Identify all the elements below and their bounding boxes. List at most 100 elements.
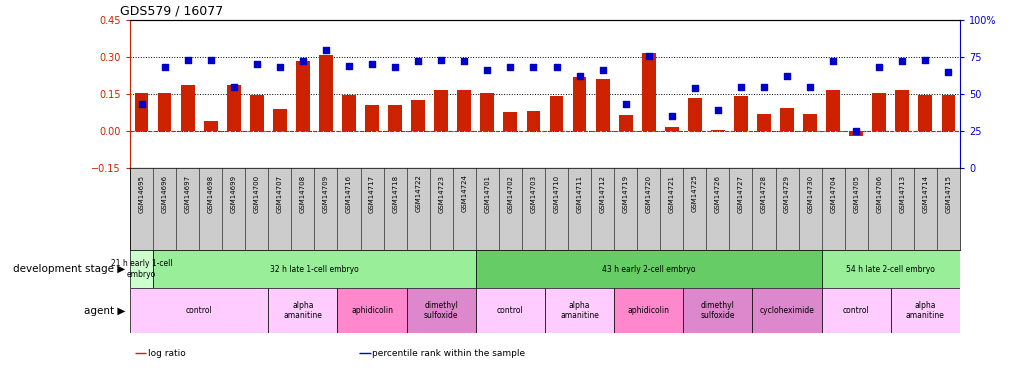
Bar: [756, 114, 770, 131]
Bar: [710, 130, 725, 131]
Text: GSM14717: GSM14717: [369, 174, 375, 213]
Text: GSM14706: GSM14706: [875, 174, 881, 213]
Point: [709, 107, 726, 113]
Bar: [129, 250, 153, 288]
Text: GSM14727: GSM14727: [738, 174, 743, 213]
Point: [847, 128, 863, 134]
Text: 54 h late 2-cell embryo: 54 h late 2-cell embryo: [846, 264, 934, 273]
Text: GSM14720: GSM14720: [645, 174, 651, 213]
Text: GSM14719: GSM14719: [622, 174, 628, 213]
Point: [686, 85, 702, 91]
Bar: [476, 250, 821, 288]
Text: cycloheximide: cycloheximide: [759, 306, 814, 315]
Point: [663, 113, 680, 119]
Point: [870, 64, 887, 70]
Point: [386, 64, 403, 70]
Text: GSM14699: GSM14699: [230, 174, 236, 213]
Bar: [752, 288, 821, 333]
Bar: [268, 288, 337, 333]
Text: 43 h early 2-cell embryo: 43 h early 2-cell embryo: [601, 264, 695, 273]
Text: control: control: [496, 306, 524, 315]
Text: GSM14708: GSM14708: [300, 174, 306, 213]
Bar: [526, 111, 540, 131]
Point: [249, 62, 265, 68]
Point: [203, 57, 219, 63]
Point: [340, 63, 357, 69]
Text: GSM14712: GSM14712: [599, 174, 605, 213]
Bar: [180, 86, 195, 131]
Text: GSM14697: GSM14697: [184, 174, 191, 213]
Bar: [595, 79, 609, 131]
Text: GDS579 / 16077: GDS579 / 16077: [120, 4, 223, 18]
Point: [318, 46, 334, 53]
Point: [433, 57, 449, 63]
Text: GSM14698: GSM14698: [208, 174, 214, 213]
Bar: [359, 352, 370, 353]
Point: [894, 58, 910, 64]
Text: GSM14718: GSM14718: [391, 174, 397, 213]
Bar: [544, 288, 613, 333]
Bar: [641, 53, 655, 131]
Point: [479, 68, 495, 74]
Text: aphidicolin: aphidicolin: [351, 306, 392, 315]
Point: [779, 73, 795, 79]
Point: [525, 64, 541, 70]
Text: GSM14703: GSM14703: [530, 174, 536, 213]
Text: alpha
amanitine: alpha amanitine: [905, 301, 944, 320]
Bar: [129, 288, 268, 333]
Bar: [734, 96, 747, 131]
Bar: [153, 250, 476, 288]
Bar: [549, 96, 562, 131]
Bar: [849, 131, 862, 136]
Text: GSM14729: GSM14729: [784, 174, 790, 213]
Text: control: control: [842, 306, 869, 315]
Text: log ratio: log ratio: [148, 348, 185, 357]
Bar: [319, 54, 332, 131]
Bar: [273, 109, 286, 131]
Point: [410, 58, 426, 64]
Point: [571, 73, 587, 79]
Text: GSM14722: GSM14722: [415, 174, 421, 212]
Point: [801, 84, 817, 90]
Bar: [337, 288, 407, 333]
Text: 21 h early 1-cell
embryo: 21 h early 1-cell embryo: [111, 259, 172, 279]
Text: GSM14723: GSM14723: [438, 174, 444, 213]
Bar: [135, 93, 149, 131]
Point: [271, 64, 287, 70]
Bar: [780, 108, 793, 131]
Text: aphidicolin: aphidicolin: [627, 306, 669, 315]
Bar: [480, 93, 494, 131]
Text: GSM14716: GSM14716: [345, 174, 352, 213]
Text: GSM14721: GSM14721: [668, 174, 675, 213]
Text: GSM14705: GSM14705: [853, 174, 858, 213]
Text: GSM14704: GSM14704: [829, 174, 836, 213]
Bar: [664, 127, 678, 131]
Bar: [411, 100, 425, 131]
Point: [640, 53, 656, 58]
Bar: [687, 98, 701, 131]
Text: GSM14713: GSM14713: [899, 174, 905, 213]
Text: dimethyl
sulfoxide: dimethyl sulfoxide: [424, 301, 459, 320]
Text: GSM14707: GSM14707: [276, 174, 282, 213]
Bar: [341, 95, 356, 131]
Text: GSM14700: GSM14700: [254, 174, 260, 213]
Bar: [572, 77, 586, 131]
Bar: [871, 93, 886, 131]
Text: GSM14715: GSM14715: [945, 174, 951, 213]
Bar: [503, 112, 517, 131]
Point: [616, 101, 633, 107]
Text: GSM14714: GSM14714: [921, 174, 927, 213]
Point: [156, 64, 172, 70]
Point: [225, 84, 242, 90]
Point: [548, 64, 565, 70]
Point: [455, 58, 472, 64]
Bar: [895, 90, 908, 131]
Text: GSM14710: GSM14710: [553, 174, 559, 213]
Text: control: control: [185, 306, 212, 315]
Bar: [802, 114, 816, 131]
Bar: [821, 250, 959, 288]
Point: [294, 58, 311, 64]
Text: GSM14709: GSM14709: [323, 174, 329, 213]
Text: percentile rank within the sample: percentile rank within the sample: [372, 348, 525, 357]
Text: alpha
amanitine: alpha amanitine: [283, 301, 322, 320]
